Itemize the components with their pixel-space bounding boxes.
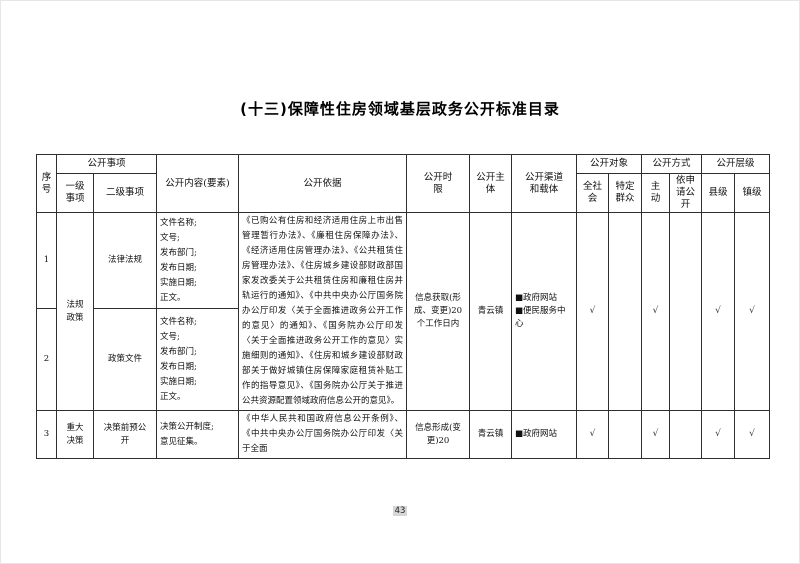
table-row: 3 重大 决策 决策前预公 开 决策公开制度; 意见征集。 《中华人民共和国政府… — [36, 410, 771, 459]
header-row-1: 序 号 公开事项 公开内容(要素) 公开依据 公开时 限 公开主 体 公开渠道 … — [36, 154, 771, 213]
cell-basis-3: 《中华人民共和国政府信息公开条例》、《中共中央办公厅国务院办公厅印发〈关于全面 — [238, 410, 408, 459]
cell-check-society-1-2: √ — [576, 212, 610, 411]
col-header-subject: 公开主 体 — [469, 154, 513, 213]
cell-time-limit-1-2: 信息获取(形成、变更)20个工作日内 — [406, 212, 471, 411]
cell-level2-laws: 法律法规 — [92, 211, 158, 310]
cell-check-county-3: √ — [701, 410, 736, 459]
cell-time-limit-3: 信息形成(变更)20 — [406, 410, 471, 459]
cell-check-proactive-1-2: √ — [641, 212, 671, 411]
col-header-level: 公开层级 — [701, 154, 771, 174]
cell-level2-policy-docs: 政策文件 — [92, 308, 158, 411]
col-header-county: 县级 — [701, 173, 736, 213]
col-header-time-limit: 公开时 限 — [406, 154, 471, 213]
col-header-level2-item: 二级事项 — [92, 173, 158, 213]
cell-seq-2: 2 — [36, 308, 57, 411]
cell-check-proactive-3: √ — [641, 410, 671, 459]
cell-check-request-1-2 — [669, 212, 703, 411]
cell-check-town-3: √ — [734, 410, 771, 459]
cell-level2-pre-disclosure: 决策前预公 开 — [92, 410, 158, 459]
cell-check-town-1-2: √ — [734, 212, 771, 411]
col-header-basis: 公开依据 — [238, 154, 408, 213]
cell-content-3: 决策公开制度; 意见征集。 — [156, 410, 240, 459]
cell-content-2: 文件名称; 文号; 发布部门; 发布日期; 实施日期; 正文。 — [156, 308, 240, 411]
cell-channels-1-2: ■政府网站 ■便民服务中心 — [511, 212, 578, 411]
page-number: 43 — [1, 498, 799, 517]
col-header-whole-society: 全社 会 — [576, 173, 610, 213]
cell-seq-1: 1 — [36, 211, 57, 310]
cell-content-1: 文件名称; 文号; 发布部门; 发布日期; 实施日期; 正文。 — [156, 211, 240, 310]
table-row: 1 法规 政策 法律法规 文件名称; 文号; 发布部门; 发布日期; 实施日期;… — [36, 211, 771, 411]
cell-check-specific-3 — [608, 410, 643, 459]
col-header-specific-groups: 特定 群众 — [608, 173, 643, 213]
col-header-content: 公开内容(要素) — [156, 154, 240, 213]
col-header-disclosure-items: 公开事项 — [55, 154, 158, 174]
col-header-level1-item: 一级 事项 — [56, 173, 94, 213]
cell-channels-3: ■政府网站 — [511, 410, 578, 459]
page-number-value: 43 — [392, 506, 408, 516]
col-header-proactive: 主 动 — [641, 173, 671, 213]
col-header-audience: 公开对象 — [576, 154, 643, 174]
cell-subject-1-2: 青云镇 — [469, 212, 513, 411]
table-row: 2 政策文件 文件名称; 文号; 发布部门; 发布日期; 实施日期; 正文。 — [36, 308, 770, 411]
col-header-seq: 序 号 — [36, 154, 57, 213]
cell-subject-3: 青云镇 — [469, 410, 513, 459]
header-row-2: 一级 事项 二级事项 全社 会 特定 群众 主 动 依申 请公 开 县级 镇级 — [37, 173, 771, 213]
col-header-channels: 公开渠道 和载体 — [511, 154, 578, 213]
cell-check-request-3 — [669, 410, 703, 459]
col-header-upon-request: 依申 请公 开 — [669, 173, 703, 213]
cell-check-specific-1-2 — [608, 212, 643, 411]
col-header-town: 镇级 — [734, 173, 771, 213]
cell-level1-major-decisions: 重大 决策 — [56, 410, 94, 459]
cell-check-society-3: √ — [576, 410, 610, 459]
disclosure-standard-table: 序 号 公开事项 公开内容(要素) 公开依据 公开时 限 公开主 体 公开渠道 … — [36, 154, 771, 459]
cell-level1-regulations-policies: 法规 政策 — [56, 212, 94, 411]
cell-basis-1-2: 《已购公有住房和经济适用住房上市出售管理暂行办法》、《廉租住房保障办法》、《经济… — [238, 212, 408, 411]
cell-check-county-1-2: √ — [701, 212, 736, 411]
col-header-method: 公开方式 — [641, 154, 703, 174]
cell-seq-3: 3 — [36, 410, 57, 459]
page-title: (十三)保障性住房领域基层政务公开标准目录 — [240, 100, 560, 118]
